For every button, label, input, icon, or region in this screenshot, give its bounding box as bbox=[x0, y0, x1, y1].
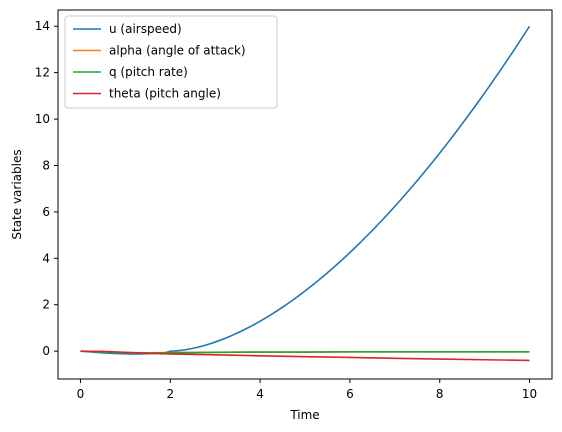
y-tick-label: 4 bbox=[42, 251, 50, 265]
legend-label: theta (pitch angle) bbox=[109, 87, 221, 101]
y-tick-label: 14 bbox=[35, 19, 50, 33]
plot-frame bbox=[57, 9, 553, 380]
x-tick-label: 6 bbox=[346, 387, 354, 401]
series-layer bbox=[80, 25, 531, 362]
y-tick-label: 0 bbox=[42, 344, 50, 358]
y-tick-label: 6 bbox=[42, 205, 50, 219]
x-tick-label: 2 bbox=[166, 387, 174, 401]
y-tick-label: 2 bbox=[42, 298, 50, 312]
legend-box bbox=[64, 15, 278, 109]
y-tick-label: 8 bbox=[42, 158, 50, 172]
x-tick-label: 0 bbox=[77, 387, 85, 401]
legend-label: alpha (angle of attack) bbox=[109, 44, 246, 58]
x-tick-label: 8 bbox=[436, 387, 444, 401]
series-line bbox=[80, 350, 530, 362]
x-tick-label: 4 bbox=[256, 387, 264, 401]
legend-label: q (pitch rate) bbox=[109, 65, 188, 79]
x-tick-label: 10 bbox=[522, 387, 537, 401]
legend-label: u (airspeed) bbox=[109, 22, 182, 36]
x-axis-label: Time bbox=[289, 408, 319, 422]
y-tick-label: 10 bbox=[35, 112, 50, 126]
y-axis-label: State variables bbox=[10, 149, 24, 239]
ticks-layer: 0 2 4 6 8 10 0 2 4 6 8 10 12 14 bbox=[35, 19, 537, 401]
legend: u (airspeed) alpha (angle of attack) q (pi… bbox=[64, 15, 278, 109]
y-tick-label: 12 bbox=[35, 66, 50, 80]
